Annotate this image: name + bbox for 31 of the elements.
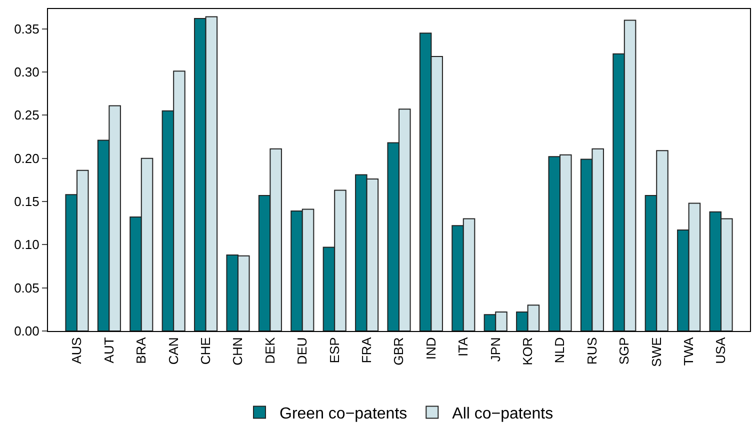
x-tick-label: ITA [456,336,471,356]
y-tick-label: 0.10 [14,237,40,252]
y-tick-label: 0.00 [14,324,40,339]
x-tick-label: DEU [294,337,310,365]
x-tick-label: CAN [166,337,181,365]
y-tick-label: 0.30 [14,64,40,80]
x-tick-label: CHE [198,336,214,365]
y-tick-label: 0.05 [14,280,40,296]
x-tick-label: IND [423,337,438,360]
x-tick-label: FRA [359,336,374,364]
x-tick-label: DEK [262,336,278,364]
x-tick-label: RUS [584,336,600,365]
x-tick-label: KOR [520,337,536,366]
legend-label: All co−patents [452,406,554,423]
x-tick-label: GBR [391,337,406,366]
legend-label: Green co−patents [280,406,408,423]
x-tick-label: JPN [488,337,503,362]
x-tick-label: SGP [616,337,632,365]
x-tick-label: CHN [230,337,246,366]
x-tick-label: AUS [69,336,84,364]
x-tick-label: USA [713,336,728,364]
x-tick-label: ESP [326,337,342,364]
x-tick-label: NLD [552,337,568,364]
x-tick-label: SWE [648,336,664,367]
y-tick-label: 0.25 [14,108,40,123]
x-tick-label: BRA [134,336,149,364]
y-tick-label: 0.15 [14,194,40,210]
y-tick-label: 0.20 [14,150,40,166]
x-tick-label: TWA [681,336,696,366]
y-tick-label: 0.35 [14,21,40,36]
x-tick-label: AUT [101,337,116,364]
